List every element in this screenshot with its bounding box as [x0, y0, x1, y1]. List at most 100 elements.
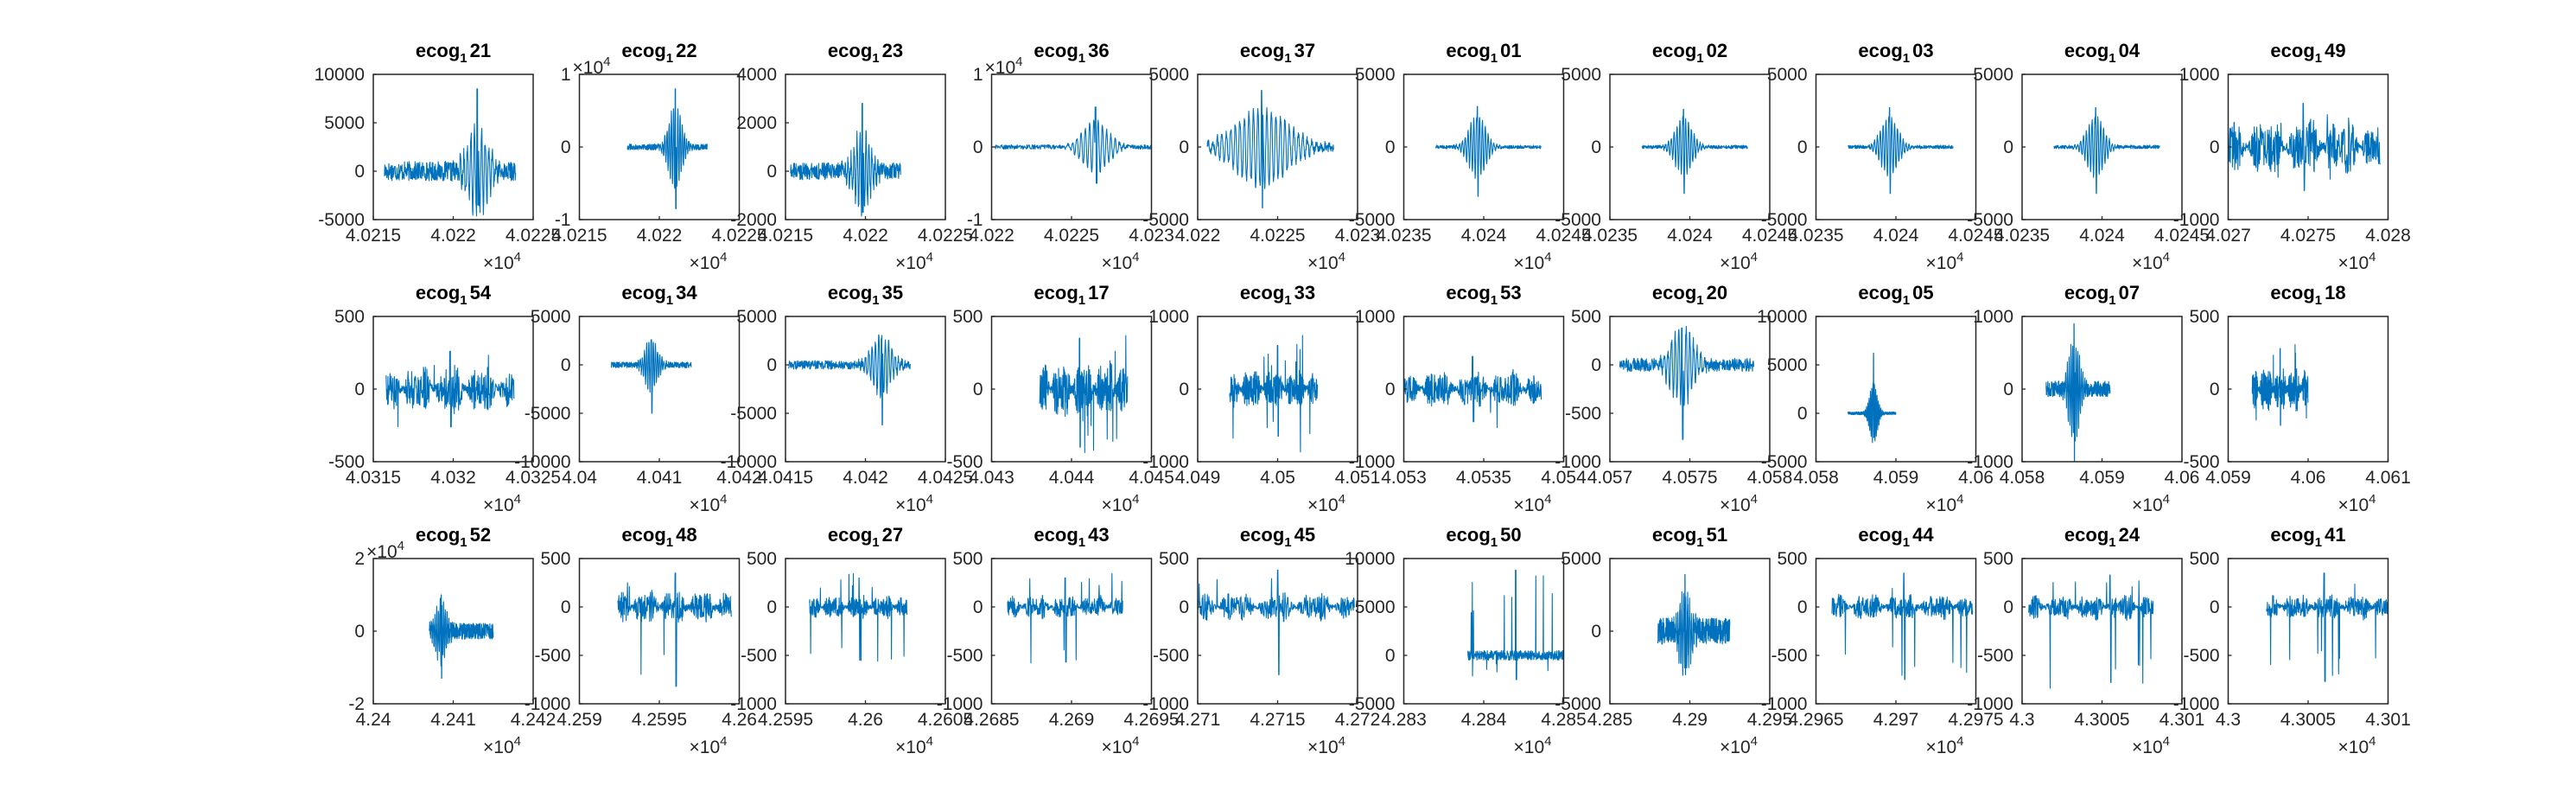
x-tick-label: 4.2975 — [1948, 710, 2003, 730]
signal-trace — [1831, 572, 1974, 680]
y-tick-label: 10000 — [1757, 307, 1807, 327]
y-tick-label: -500 — [946, 452, 983, 472]
y-tick-label: -500 — [946, 646, 983, 666]
x-tick-label: 4.3 — [2216, 710, 2241, 730]
y-tick-label: 0 — [1385, 380, 1396, 399]
subplot-title: ecog1 43 — [1034, 524, 1109, 550]
subplot-title: ecog1 52 — [416, 524, 491, 550]
axes-box — [2227, 558, 2389, 705]
signal-trace — [2266, 572, 2389, 682]
x-tick-label: 4.0415 — [758, 468, 813, 488]
subplot: 4.3 4.3005 4.301 -1000 -500 0 500 ×104 ecog1 41 — [2173, 524, 2411, 757]
x-exponent-label: ×104 — [895, 250, 933, 273]
y-tick-label: 0 — [766, 162, 777, 182]
y-tick-label: 500 — [1571, 307, 1601, 327]
y-tick-label: -5000 — [1967, 210, 2013, 230]
axes-box — [578, 316, 741, 463]
y-tick-label: 5000 — [1973, 65, 2013, 85]
subplot-title: ecog1 05 — [1858, 282, 1933, 308]
y-tick-label: 0 — [1591, 622, 1601, 642]
subplot-title: ecog1 03 — [1858, 40, 1933, 66]
y-tick-label: -5000 — [1349, 210, 1396, 230]
x-exponent-label: ×104 — [1720, 734, 1758, 757]
x-exponent-label: ×104 — [1720, 250, 1758, 273]
x-tick-label: 4.26 — [848, 710, 883, 730]
x-tick-label: 4.045 — [1129, 468, 1174, 488]
signal-trace — [1848, 107, 1954, 195]
y-tick-label: 5000 — [1355, 597, 1396, 617]
x-tick-label: 4.0425 — [918, 468, 973, 488]
x-exponent-label: ×104 — [2132, 492, 2170, 515]
subplot: 4.0215 4.022 4.0225 -2000 0 2000 4000 ×104 ecog1… — [730, 40, 973, 273]
y-tick-label: 0 — [973, 380, 983, 399]
x-tick-label: 4.027 — [2205, 226, 2251, 246]
axes-box — [1815, 316, 1977, 463]
subplot-title: ecog1 50 — [1446, 524, 1521, 550]
signal-trace — [1434, 105, 1542, 197]
subplot: 4.2685 4.269 4.2695 -1000 -500 0 500 ×104 ecog1 4… — [937, 524, 1180, 757]
y-tick-label: -500 — [328, 452, 365, 472]
subplot: 4.0235 4.024 4.0245 -5000 0 5000 ×104 ecog1 04 — [1967, 40, 2210, 273]
y-tick-label: 5000 — [1561, 549, 1601, 569]
x-tick-label: 4.0215 — [346, 226, 401, 246]
x-tick-label: 4.058 — [1747, 468, 1793, 488]
subplot: 4.285 4.29 4.295 -5000 0 5000 ×104 ecog1 51 — [1555, 524, 1792, 757]
y-tick-label: -5000 — [525, 404, 571, 424]
subplot-title: ecog1 35 — [828, 282, 903, 308]
y-tick-label: 0 — [2003, 137, 2013, 157]
x-tick-label: 4.0275 — [2280, 226, 2336, 246]
x-exponent-label: ×104 — [2338, 492, 2376, 515]
x-exponent-label: ×104 — [1926, 734, 1964, 757]
subplot: 4.3 4.3005 4.301 -1000 -500 0 500 ×104 ecog1 24 — [1967, 524, 2204, 757]
y-tick-label: 0 — [2210, 380, 2220, 399]
x-exponent-label: ×104 — [1307, 492, 1345, 515]
x-exponent-label: ×104 — [1926, 250, 1964, 273]
y-tick-label: -1000 — [1555, 452, 1601, 472]
y-tick-label: 0 — [2210, 597, 2220, 617]
y-tick-label: 5000 — [736, 307, 777, 327]
signal-trace — [1619, 325, 1755, 440]
x-tick-label: 4.022 — [430, 226, 476, 246]
x-tick-label: 4.061 — [2365, 468, 2411, 488]
x-exponent-label: ×104 — [2338, 250, 2376, 273]
subplot: 4.259 4.2595 4.26 -1000 -500 0 500 ×104 ecog1 48 — [525, 524, 757, 757]
subplot-title: ecog1 33 — [1240, 282, 1315, 308]
subplot: 4.058 4.059 4.06 -5000 0 5000 10000 ×104 ecog1 05 — [1757, 282, 1994, 515]
x-tick-label: 4.0325 — [506, 468, 561, 488]
x-tick-label: 4.284 — [1461, 710, 1507, 730]
signal-trace — [1007, 572, 1123, 664]
subplot: 4.2965 4.297 4.2975 -1000 -500 0 500 ×104 ecog1 4… — [1761, 524, 2004, 757]
signal-trace — [809, 572, 908, 662]
y-tick-label: 500 — [952, 549, 983, 569]
subplot-title: ecog1 36 — [1034, 40, 1109, 66]
subplot: 4.0215 4.022 4.0225 -5000 0 5000 10000 ×104 ecog… — [315, 40, 562, 273]
subplot-title: ecog1 22 — [621, 40, 696, 66]
x-tick-label: 4.022 — [843, 226, 888, 246]
subplot-title: ecog1 48 — [621, 524, 696, 550]
y-tick-label: 1 — [973, 65, 983, 85]
x-tick-label: 4.242 — [511, 710, 557, 730]
x-tick-label: 4.2595 — [632, 710, 687, 730]
y-tick-label: 5000 — [1561, 65, 1601, 85]
signal-trace — [1039, 335, 1129, 454]
x-exponent-label: ×104 — [2338, 734, 2376, 757]
y-tick-label: -1 — [967, 210, 983, 230]
x-tick-label: 4.058 — [1793, 468, 1839, 488]
subplot: 4.053 4.0535 4.054 -1000 0 1000 ×104 ecog1 53 — [1349, 282, 1587, 515]
y-tick-label: 5000 — [1767, 355, 1808, 375]
y-tick-label: 500 — [1983, 549, 2013, 569]
y-tick-label: 0 — [1591, 137, 1601, 157]
y-tick-label: -1 — [555, 210, 571, 230]
axes-box — [2021, 558, 2183, 705]
y-tick-label: -1000 — [1967, 452, 2013, 472]
x-tick-label: 4.301 — [2365, 710, 2411, 730]
signal-trace — [994, 106, 1152, 184]
subplot-title: ecog1 20 — [1652, 282, 1727, 308]
y-tick-label: 0 — [1179, 597, 1189, 617]
x-tick-label: 4.0215 — [551, 226, 607, 246]
y-tick-label: -5000 — [1142, 210, 1189, 230]
subplot: 4.057 4.0575 4.058 -1000 -500 0 500 ×104 ecog1 20 — [1555, 282, 1792, 515]
x-tick-label: 4.051 — [1335, 468, 1381, 488]
x-tick-label: 4.0245 — [2154, 226, 2210, 246]
x-tick-label: 4.0235 — [1582, 226, 1638, 246]
